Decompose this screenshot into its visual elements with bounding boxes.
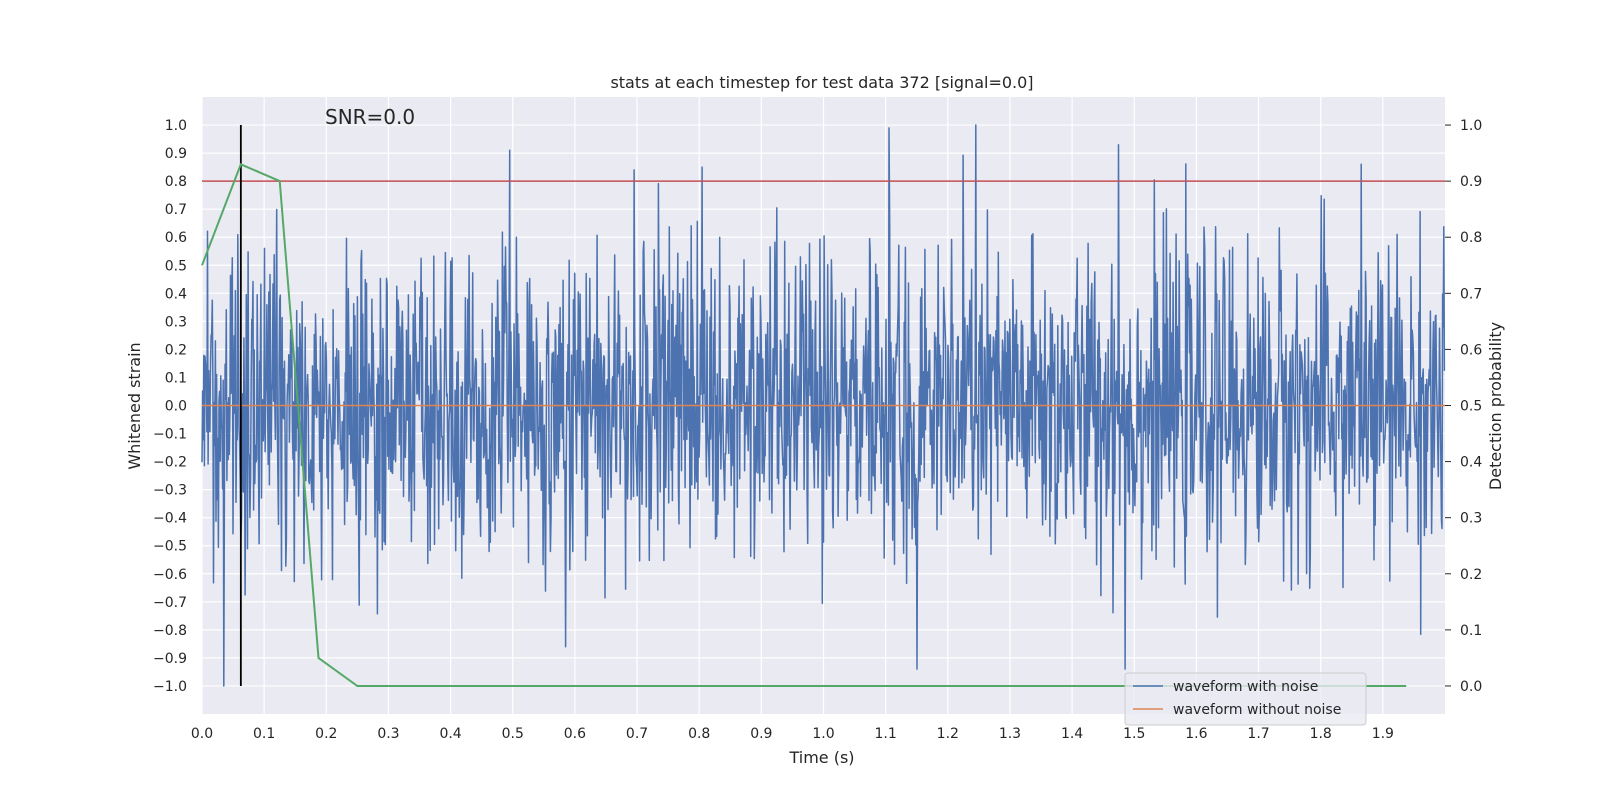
x-tick-label: 1.5: [1123, 726, 1145, 742]
chart-title: stats at each timestep for test data 372…: [610, 73, 1033, 92]
y2-tick-label: 0.8: [1460, 230, 1482, 246]
y-tick-label: 0.2: [165, 342, 187, 358]
y-tick-label: 0.8: [165, 174, 187, 190]
y-tick-label: 0.7: [165, 202, 187, 218]
y2-tick-label: 0.3: [1460, 511, 1482, 527]
x-tick-label: 0.0: [191, 726, 213, 742]
y-tick-label: 0.6: [165, 230, 187, 246]
x-tick-label: 1.1: [875, 726, 897, 742]
y-tick-label: −0.3: [153, 483, 187, 499]
legend-label-noise: waveform with noise: [1173, 679, 1318, 695]
y-tick-label: 0.1: [165, 370, 187, 386]
x-tick-label: 0.5: [502, 726, 524, 742]
y-tick-label: −0.4: [153, 511, 187, 527]
y2-tick-label: 0.9: [1460, 174, 1482, 190]
x-tick-label: 0.3: [377, 726, 399, 742]
y-tick-label: 0.5: [165, 258, 187, 274]
x-tick-label: 1.9: [1372, 726, 1394, 742]
x-tick-label: 0.4: [439, 726, 461, 742]
x-tick-label: 0.6: [564, 726, 586, 742]
y2-tick-label: 1.0: [1460, 118, 1482, 134]
y2-tick-label: 0.7: [1460, 286, 1482, 302]
y2-axis-ticks: 1.0 0.9 0.8 0.7 0.6 0.5 0.4 0.3 0.2 0.1 0.0: [1445, 118, 1482, 695]
x-tick-label: 1.4: [1061, 726, 1083, 742]
y-tick-label: −0.1: [153, 427, 187, 443]
y2-tick-label: 0.1: [1460, 623, 1482, 639]
legend-label-clean: waveform without noise: [1173, 702, 1341, 718]
y-tick-label: −0.2: [153, 455, 187, 471]
x-tick-label: 1.3: [999, 726, 1021, 742]
series-waveform-with-noise: [201, 124, 1446, 687]
x-tick-label: 0.7: [626, 726, 648, 742]
snr-annotation: SNR=0.0: [325, 105, 415, 129]
x-tick-label: 1.6: [1185, 726, 1207, 742]
y-tick-label: −0.7: [153, 595, 187, 611]
y-tick-label: −0.6: [153, 567, 187, 583]
y-tick-label: −0.5: [153, 539, 187, 555]
y2-axis-label: Detection probability: [1486, 322, 1505, 490]
y-tick-label: −0.8: [153, 623, 187, 639]
x-axis-ticks: 0.0 0.1 0.2 0.3 0.4 0.5 0.6 0.7 0.8 0.9 1.0 1.1 1.2 1…: [191, 726, 1394, 742]
y-tick-label: 1.0: [165, 118, 187, 134]
legend-box: [1124, 672, 1367, 726]
x-tick-label: 0.9: [750, 726, 772, 742]
y-tick-label: −1.0: [153, 679, 187, 695]
y2-tick-label: 0.5: [1460, 399, 1482, 415]
legend: waveform with noise waveform without noi…: [1124, 672, 1367, 726]
y2-tick-label: 0.0: [1460, 679, 1482, 695]
y-tick-label: 0.3: [165, 314, 187, 330]
y2-tick-label: 0.2: [1460, 567, 1482, 583]
x-tick-label: 0.8: [688, 726, 710, 742]
y-axis-ticks: 1.0 0.9 0.8 0.7 0.6 0.5 0.4 0.3 0.2 0.1 0.0 −0.1 −0.…: [153, 118, 187, 695]
y2-tick-label: 0.4: [1460, 455, 1482, 471]
y-tick-label: 0.9: [165, 146, 187, 162]
y-tick-label: −0.9: [153, 651, 187, 667]
x-tick-label: 1.2: [937, 726, 959, 742]
y-axis-label: Whitened strain: [125, 342, 144, 469]
y-tick-label: 0.4: [165, 286, 187, 302]
x-tick-label: 0.1: [253, 726, 275, 742]
x-tick-label: 1.0: [812, 726, 834, 742]
x-tick-label: 0.2: [315, 726, 337, 742]
y-tick-label: 0.0: [165, 399, 187, 415]
x-tick-label: 1.8: [1310, 726, 1332, 742]
y2-tick-label: 0.6: [1460, 342, 1482, 358]
x-axis-label: Time (s): [788, 748, 854, 767]
x-tick-label: 1.7: [1247, 726, 1269, 742]
